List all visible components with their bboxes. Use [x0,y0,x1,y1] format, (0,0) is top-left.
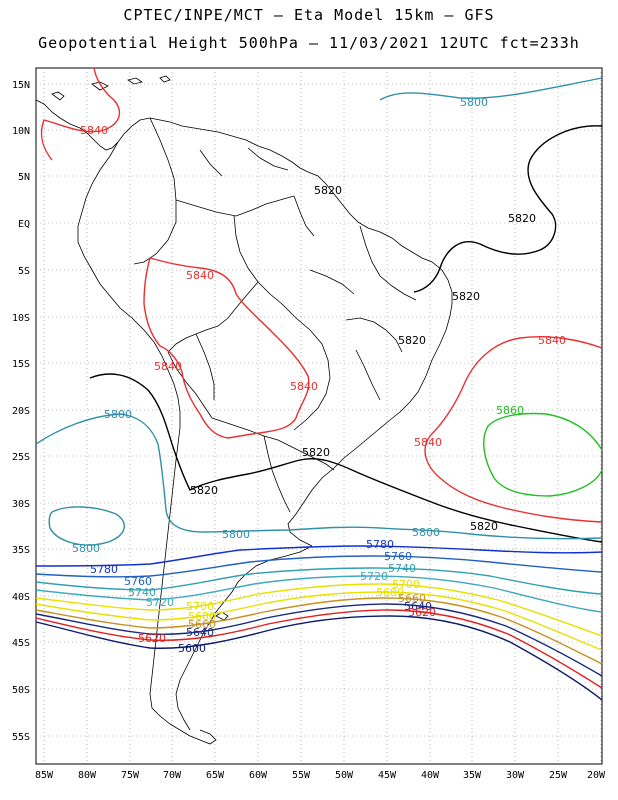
lon-label: 75W [121,770,140,781]
contour-label: 5820 [314,184,342,197]
map-title-model: CPTEC/INPE/MCT – Eta Model 15km – GFS [123,6,495,24]
geopotential-contours [35,67,603,701]
contour-5680 [35,591,603,651]
contour-5800-closed [48,506,125,546]
contour-5840-northwest [40,67,121,161]
contour-5800-south [35,413,603,540]
lat-label: 15S [12,359,30,370]
contour-label: 5760 [124,575,152,588]
lat-label: 55S [12,732,30,743]
contour-label: 5740 [388,562,416,575]
contour-label: 5700 [186,600,214,613]
contour-label: 5780 [90,563,118,576]
longitude-labels: 85W 80W 75W 70W 65W 60W 55W 50W 45W 40W … [35,770,606,781]
contour-5600 [35,615,603,701]
contour-label: 5840 [538,334,566,347]
lon-label: 60W [249,770,268,781]
lat-label: EQ [18,219,30,230]
contour-5720 [35,575,603,613]
map-title-field: Geopotential Height 500hPa – 11/03/2021 … [38,34,580,52]
map-frame [35,67,603,765]
contour-label: 5720 [360,570,388,583]
contour-label: 5660 [188,618,216,631]
lon-label: 70W [163,770,182,781]
contour-label: 5800 [222,528,250,541]
contour-label: 5840 [154,360,182,373]
lon-label: 45W [378,770,397,781]
lon-label: 40W [421,770,440,781]
graticule [36,68,602,764]
contour-label: 5820 [452,290,480,303]
contour-5780 [35,545,603,567]
contour-label: 5600 [178,642,206,655]
lon-label: 35W [463,770,482,781]
contour-5820-northeast [413,125,603,293]
contour-5700 [35,583,603,637]
lat-label: 45S [12,638,30,649]
contour-label: 5800 [412,526,440,539]
lat-label: 30S [12,499,30,510]
lon-label: 65W [206,770,225,781]
contour-5620 [35,609,603,689]
latitude-labels: 15N 10N 5N EQ 5S 10S 15S 20S 25S 30S 35S… [12,80,30,743]
contour-label: 5840 [80,124,108,137]
contour-label: 5780 [366,538,394,551]
lat-label: 5N [18,172,30,183]
contour-label: 5840 [186,269,214,282]
lat-label: 40S [12,592,30,603]
lat-label: 10N [12,126,30,137]
contour-label: 5720 [146,596,174,609]
contour-5860 [483,412,603,497]
contour-label: 5640 [186,626,214,639]
lat-label: 50S [12,685,30,696]
lon-label: 55W [292,770,311,781]
lon-label: 20W [587,770,606,781]
contour-label: 5820 [508,212,536,225]
contour-5820-south [89,373,603,543]
lat-label: 5S [18,266,30,277]
contour-labels: 5800 5840 5820 5820 5840 5820 5820 5840 … [72,96,566,655]
contour-label: 5840 [290,380,318,393]
contour-label: 5640 [404,600,432,613]
contour-label: 5620 [408,606,436,619]
contour-label: 5820 [302,446,330,459]
contour-label: 5660 [398,592,426,605]
contour-label: 5620 [138,632,166,645]
contour-5840-east [424,336,603,523]
lat-label: 25S [12,452,30,463]
contour-5740 [35,567,603,595]
lat-label: 35S [12,545,30,556]
contour-label: 5820 [398,334,426,347]
lat-label: 20S [12,406,30,417]
lat-label: 15N [12,80,30,91]
contour-label: 5840 [414,436,442,449]
contour-5760 [35,555,603,578]
lon-label: 85W [35,770,54,781]
contour-label: 5800 [460,96,488,109]
lat-label: 10S [12,313,30,324]
contour-label: 5860 [496,404,524,417]
contour-label: 5820 [470,520,498,533]
contour-5840-interior [143,257,310,439]
lon-label: 50W [335,770,354,781]
contour-label: 5800 [72,542,100,555]
contour-5800-north [379,77,603,101]
contour-label: 5680 [376,586,404,599]
contour-5660 [35,597,603,665]
lon-label: 25W [549,770,568,781]
lon-label: 80W [78,770,97,781]
contour-label: 5820 [190,484,218,497]
contour-label: 5700 [392,578,420,591]
contour-5640 [35,603,603,677]
contour-label: 5800 [104,408,132,421]
contour-label: 5680 [188,610,216,623]
contour-label: 5740 [128,586,156,599]
contour-label: 5760 [384,550,412,563]
lon-label: 30W [506,770,525,781]
